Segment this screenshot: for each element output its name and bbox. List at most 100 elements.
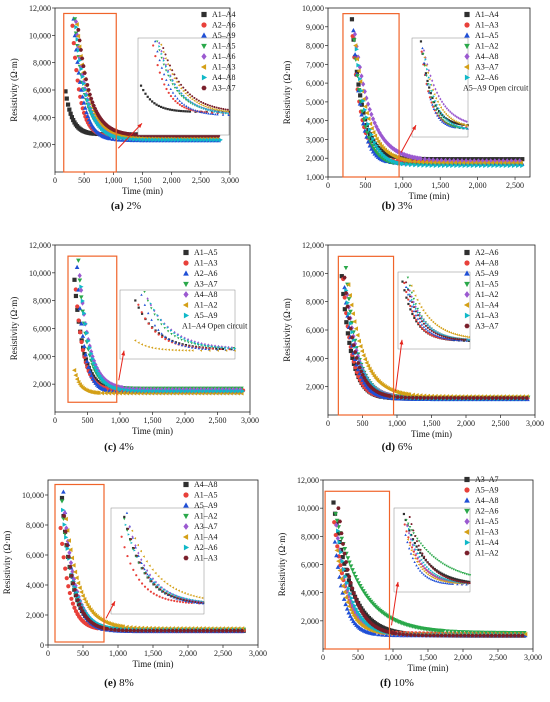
inset-data-point [170,333,173,336]
data-point [84,92,89,98]
inset-data-point [150,346,154,349]
data-point [73,293,79,299]
data-point [237,388,242,394]
data-point [356,62,361,68]
inset-data-point [428,96,432,99]
inset-data-point [452,121,455,124]
inset-data-point [416,314,420,317]
inset-data-point [403,289,406,292]
zoom-highlight-box [67,255,118,403]
inset-data-point [444,116,447,120]
data-point [63,529,68,534]
data-point [511,163,517,169]
data-point [361,589,366,594]
data-point [458,633,463,638]
inset-data-point [158,49,161,52]
inset-data-point [421,544,424,548]
data-point [176,137,182,143]
data-point [356,603,361,607]
inset-data-point [459,122,462,125]
data-point [65,102,71,107]
inset-data-point [442,573,445,576]
data-point [510,160,515,166]
data-point [96,370,101,376]
data-point [162,628,168,633]
inset-data-point [460,338,463,341]
inset-data-point [436,107,439,110]
data-point [499,157,504,162]
inset-data-point [148,564,151,567]
inset-data-point [182,103,186,106]
inset-data-point [127,533,130,536]
x-tick-label: 2,500 [506,181,524,190]
inset-data-point [205,111,208,115]
inset-data-point [208,104,212,107]
inset-data-point [426,575,429,579]
inset-data-point [422,573,425,576]
data-point [77,330,83,335]
data-point [358,343,363,349]
inset-data-point [227,112,230,115]
inset-data-point [224,108,227,111]
data-point [483,630,489,635]
data-point [340,583,345,589]
inset-data-point [187,349,191,352]
data-point [72,569,78,575]
data-point [404,162,410,167]
inset-data-point [146,588,150,591]
inset-data-point [428,316,431,320]
inset-data-point [408,284,412,287]
data-point [93,117,98,123]
inset-data-point [468,582,471,585]
inset-data-point [147,345,150,349]
caption-label: (b) [382,200,396,212]
data-point [498,630,504,636]
data-point [376,632,382,637]
inset-data-point [156,314,159,317]
inset-data-point [411,310,414,313]
inset-data-point [442,581,445,584]
inset-data-point [200,111,204,114]
y-tick-label: 2,000 [306,154,324,163]
data-point [87,369,93,374]
inset-data-point [450,122,454,125]
inset-data-point [217,346,220,349]
data-point [82,596,87,602]
inset-data-point [147,576,150,579]
data-point [346,586,351,591]
y-tick-label: 3,000 [306,135,324,144]
inset-data-point [439,326,443,330]
inset-data-point [457,578,460,581]
x-tick-label: 500 [359,181,371,190]
inset-data-point [168,108,172,111]
legend-marker [201,53,207,60]
inset-data-point [173,73,176,76]
data-point [346,297,352,302]
data-point [357,365,362,370]
inset-data-point [161,596,164,599]
inset-data-point [415,564,418,567]
inset-data-point [437,572,440,575]
inset-data-point [215,106,218,109]
data-point [135,628,141,633]
data-point [87,102,92,107]
inset-data-point [414,305,417,309]
legend-label: A1–A6 [212,52,236,61]
inset-data-point [433,100,436,104]
data-point [374,136,379,142]
data-point [354,578,360,583]
inset-data-point [156,63,159,67]
data-point [364,110,369,116]
zoom-arrow [118,350,125,381]
data-point [365,363,371,369]
data-point [132,136,137,142]
data-point [95,368,100,373]
legend-marker [463,529,470,535]
data-point [452,396,457,400]
zoom-highlight-box [63,12,117,173]
inset-data-point [158,58,161,62]
inset-data-point [198,601,202,605]
data-point [404,156,410,161]
inset-data-point [413,548,416,552]
y-tick-label: 10,000 [29,269,51,278]
